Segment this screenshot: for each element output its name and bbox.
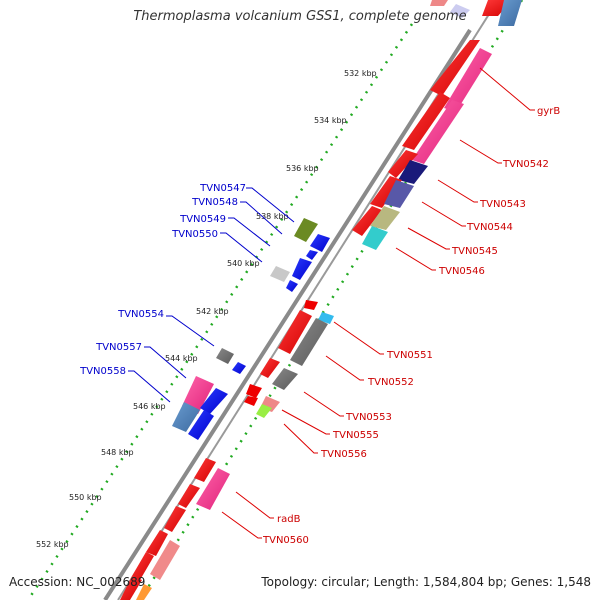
forward-label-leaders <box>221 67 535 539</box>
gene-block[interactable] <box>384 180 414 208</box>
gene-label[interactable]: TVN0542 <box>502 159 549 170</box>
gene-block[interactable] <box>194 458 216 482</box>
tick-label: 542 kbp <box>196 307 229 316</box>
reverse-gene-labels: TVN0547 TVN0548 TVN0549 TVN0550 TVN0554 … <box>79 183 246 377</box>
accession-label: Accession: NC_002689 <box>9 575 146 589</box>
gene-label[interactable]: TVN0549 <box>179 214 226 225</box>
gene-block[interactable] <box>498 0 522 26</box>
tick-label: 546 kbp <box>133 402 166 411</box>
gene-block[interactable] <box>294 218 318 242</box>
gene-label[interactable]: TVN0558 <box>79 366 126 377</box>
gene-label[interactable]: TVN0548 <box>191 197 238 208</box>
gene-block[interactable] <box>270 266 290 282</box>
gene-block[interactable] <box>132 552 154 580</box>
gene-block[interactable] <box>450 4 470 18</box>
tick-label: 540 kbp <box>227 259 260 268</box>
tick-label: 552 kbp <box>36 540 69 549</box>
gene-label[interactable]: TVN0553 <box>345 412 392 423</box>
gene-label[interactable]: TVN0557 <box>95 342 142 353</box>
gene-block[interactable] <box>200 388 228 414</box>
reverse-label-leaders <box>128 187 295 403</box>
gene-block[interactable] <box>290 318 328 366</box>
gene-label[interactable]: TVN0546 <box>438 266 485 277</box>
tick-label: 532 kbp <box>344 69 377 78</box>
tick-label: 538 kbp <box>256 212 289 221</box>
genome-title: Thermoplasma volcanium GSS1, complete ge… <box>133 9 467 24</box>
gene-block[interactable] <box>292 258 312 280</box>
gene-block[interactable] <box>430 40 480 96</box>
tick-label: 536 kbp <box>286 164 319 173</box>
gene-block[interactable] <box>444 48 492 112</box>
gene-label[interactable]: gyrB <box>537 106 560 117</box>
gene-label[interactable]: TVN0547 <box>199 183 246 194</box>
gene-block[interactable] <box>188 410 214 440</box>
gene-label[interactable]: radB <box>277 514 301 525</box>
gene-block[interactable] <box>146 530 168 556</box>
forward-strand-genes <box>120 0 522 600</box>
gene-label[interactable]: TVN0544 <box>466 222 513 233</box>
reverse-strand-genes <box>172 0 470 440</box>
gene-block[interactable] <box>398 160 428 184</box>
gene-label[interactable]: TVN0552 <box>367 377 414 388</box>
gene-block[interactable] <box>362 226 388 250</box>
gene-block[interactable] <box>412 100 464 164</box>
tick-label: 534 kbp <box>314 116 347 125</box>
gene-block[interactable] <box>178 484 200 508</box>
gene-block[interactable] <box>244 396 258 406</box>
gene-block[interactable] <box>246 384 262 398</box>
gene-label[interactable]: TVN0560 <box>262 535 309 546</box>
genome-summary: Topology: circular; Length: 1,584,804 bp… <box>261 575 591 589</box>
gene-label[interactable]: TVN0550 <box>171 229 218 240</box>
gene-block[interactable] <box>388 150 418 178</box>
gene-block[interactable] <box>306 250 318 260</box>
gene-label[interactable]: TVN0556 <box>320 449 367 460</box>
kbp-tick-labels: 532 kbp 534 kbp 536 kbp 538 kbp 540 kbp … <box>36 69 377 549</box>
forward-gene-labels: gyrB TVN0542 TVN0543 TVN0544 TVN0545 TVN… <box>262 106 560 546</box>
gene-label[interactable]: TVN0555 <box>332 430 379 441</box>
tick-label: 548 kbp <box>101 448 134 457</box>
gene-block[interactable] <box>260 358 280 378</box>
gene-block[interactable] <box>172 402 200 432</box>
gene-block[interactable] <box>256 404 272 418</box>
gene-block[interactable] <box>402 92 450 150</box>
gene-block[interactable] <box>150 540 180 580</box>
gene-block[interactable] <box>232 362 246 374</box>
gene-block[interactable] <box>304 300 318 310</box>
gene-block[interactable] <box>310 234 330 252</box>
gene-block[interactable] <box>278 310 312 354</box>
gene-label[interactable]: TVN0543 <box>479 199 526 210</box>
gene-label[interactable]: TVN0551 <box>386 350 433 361</box>
gene-block[interactable] <box>182 376 214 414</box>
gene-block[interactable] <box>352 206 382 236</box>
tick-axis <box>26 0 524 600</box>
gene-block[interactable] <box>272 368 298 390</box>
gene-block[interactable] <box>136 584 152 600</box>
gene-block[interactable] <box>164 506 186 532</box>
gene-block[interactable] <box>120 576 142 600</box>
gene-label[interactable]: TVN0545 <box>451 246 498 257</box>
gene-block[interactable] <box>216 348 234 364</box>
gene-block[interactable] <box>196 468 230 510</box>
gene-block[interactable] <box>430 0 448 6</box>
tick-label: 550 kbp <box>69 493 102 502</box>
tick-label: 544 kbp <box>165 354 198 363</box>
gene-block[interactable] <box>370 206 400 230</box>
gene-label[interactable]: TVN0554 <box>117 309 164 320</box>
gene-block[interactable] <box>286 280 298 292</box>
